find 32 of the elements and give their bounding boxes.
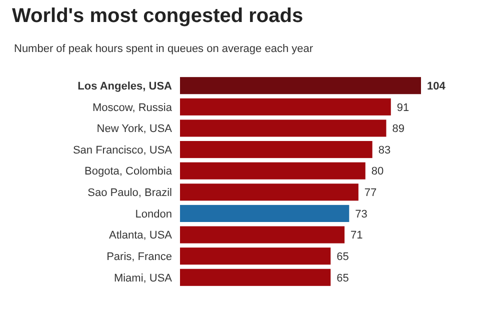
y-tick-label: London xyxy=(135,208,172,220)
chart-title: World's most congested roads xyxy=(12,5,304,27)
data-label: 89 xyxy=(392,123,404,136)
y-tick-label: New York, USA xyxy=(96,123,173,136)
bar xyxy=(180,204,350,222)
data-label: 65 xyxy=(336,250,349,263)
y-tick-label: Miami, USA xyxy=(114,272,173,284)
y-tick-label: Paris, France xyxy=(106,250,172,263)
bar xyxy=(180,226,345,244)
data-label: 77 xyxy=(364,187,377,200)
chart-subtitle: Number of peak hours spent in queues on average each year xyxy=(14,43,314,55)
bar xyxy=(180,98,391,116)
data-label: 80 xyxy=(371,166,384,178)
y-tick-label: Los Angeles, USA xyxy=(78,80,172,92)
bar xyxy=(180,141,372,158)
y-tick-label: Sao Paulo, Brazil xyxy=(88,187,172,200)
bar xyxy=(180,248,331,265)
data-label: 71 xyxy=(350,230,363,242)
data-label: 65 xyxy=(336,272,349,284)
y-tick-label: Bogota, Colombia xyxy=(84,166,173,178)
bar xyxy=(180,77,421,94)
y-tick-label: Atlanta, USA xyxy=(109,230,173,242)
bar xyxy=(180,120,386,137)
bar xyxy=(180,162,366,180)
bar xyxy=(180,184,358,201)
data-label: 104 xyxy=(427,80,446,92)
bar xyxy=(180,268,331,286)
data-label: 83 xyxy=(378,144,391,156)
y-tick-label: San Francisco, USA xyxy=(72,144,173,156)
y-tick-label: Moscow, Russia xyxy=(92,102,173,114)
data-label: 73 xyxy=(355,208,368,220)
data-label: 91 xyxy=(396,102,410,114)
